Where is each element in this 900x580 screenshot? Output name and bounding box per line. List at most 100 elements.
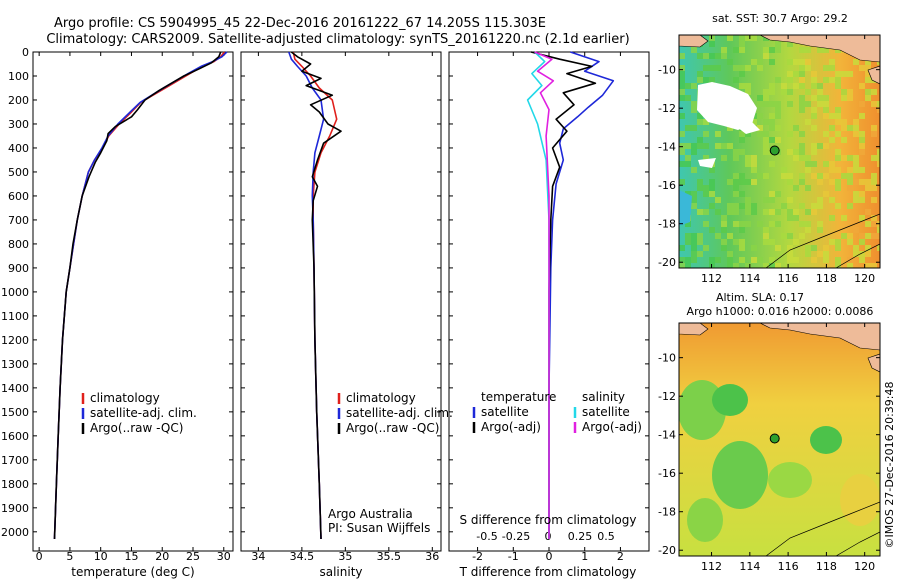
sst-cell: [697, 239, 703, 245]
salinity-axis-ticks: 34 34.5 35 35.5 36: [251, 52, 439, 563]
sst-cell: [847, 167, 853, 173]
legend-label: climatology: [90, 391, 160, 405]
sla-low-patch: [712, 441, 768, 509]
sst-cell: [769, 137, 775, 143]
sst-cell: [811, 83, 817, 89]
sst-cell: [787, 251, 793, 257]
sst-cell: [805, 119, 811, 125]
sst-cell: [751, 245, 757, 251]
sst-cell: [865, 71, 871, 77]
sst-cell: [787, 77, 793, 83]
sst-cell: [853, 245, 859, 251]
sst-cell: [691, 143, 697, 149]
sst-cell: [823, 95, 829, 101]
sst-cell: [859, 251, 865, 257]
sst-cell: [859, 131, 865, 137]
sst-cell: [769, 47, 775, 53]
t-difference-axis-ticks: -2 -1 0 1 2: [472, 52, 624, 563]
sst-cell: [793, 155, 799, 161]
sst-cell: [721, 239, 727, 245]
sst-cell: [793, 59, 799, 65]
sst-cell: [733, 221, 739, 227]
sst-cell: [751, 179, 757, 185]
sst-cell: [727, 143, 733, 149]
sst-cell: [805, 209, 811, 215]
sst-cell: [679, 257, 685, 263]
sst-cell: [793, 239, 799, 245]
sst-cell: [721, 221, 727, 227]
sst-cell: [847, 203, 853, 209]
sst-cell: [787, 257, 793, 263]
sst-cell: [853, 179, 859, 185]
sst-cell: [835, 167, 841, 173]
sst-cell: [841, 233, 847, 239]
sst-cell: [763, 197, 769, 203]
s-diff-tick-label: -0.5: [476, 530, 497, 543]
depth-tick-label: 100: [8, 70, 29, 83]
sst-cell: [763, 233, 769, 239]
land-mass: [759, 35, 880, 63]
sst-cell: [865, 233, 871, 239]
sst-cell: [829, 179, 835, 185]
sst-cell: [823, 113, 829, 119]
sst-cell: [775, 263, 781, 268]
salinity-lines: [288, 51, 342, 540]
sst-cell: [685, 239, 691, 245]
sst-cell: [859, 167, 865, 173]
sst-cell: [817, 203, 823, 209]
depth-tick-label: 1500: [1, 406, 29, 419]
legend-label: climatology: [346, 391, 416, 405]
lat-tick-label: -10: [658, 352, 676, 365]
lon-tick-label: 112: [701, 272, 722, 285]
lat-tick-label: -20: [658, 256, 676, 269]
sst-cell: [691, 47, 697, 53]
sst-cell: [811, 149, 817, 155]
sst-cell: [823, 257, 829, 263]
sst-cell: [763, 149, 769, 155]
sst-cell: [823, 245, 829, 251]
sst-cell: [781, 83, 787, 89]
sst-cell: [751, 257, 757, 263]
difference-depth-ticks: [449, 51, 649, 533]
sst-cell: [727, 263, 733, 268]
sst-cell: [715, 65, 721, 71]
sst-cell: [847, 155, 853, 161]
sst-cell: [835, 107, 841, 113]
sst-cell: [841, 119, 847, 125]
sst-cell: [745, 83, 751, 89]
sst-cell: [679, 77, 685, 83]
legend-label: satellite: [582, 405, 630, 419]
x-tick-label: 0: [546, 550, 553, 563]
sst-cell: [781, 203, 787, 209]
sst-cell: [787, 209, 793, 215]
legend-label: Argo(..raw -QC): [90, 421, 183, 435]
sst-cell: [685, 257, 691, 263]
lon-tick-label: 112: [701, 560, 722, 573]
sst-cell: [865, 185, 871, 191]
sst-cell: [691, 107, 697, 113]
sla-high-patch: [840, 474, 880, 526]
sst-cell: [811, 245, 817, 251]
lat-tick-label: -18: [658, 506, 676, 519]
sst-cell: [751, 155, 757, 161]
sst-cell: [853, 131, 859, 137]
sst-cell: [853, 125, 859, 131]
sst-cell: [799, 65, 805, 71]
sst-cell: [871, 215, 877, 221]
lat-tick-label: -16: [658, 179, 676, 192]
depth-tick-label: 800: [8, 238, 29, 251]
sst-cell: [817, 173, 823, 179]
sst-map: sat. SST: 30.7 Argo: 29.2 112 114 116 118 12…: [658, 12, 881, 285]
sst-cell: [745, 89, 751, 95]
lat-tick-label: -12: [658, 102, 676, 115]
sst-cell: [763, 263, 769, 268]
sst-cell: [745, 209, 751, 215]
x-tick-label: 10: [94, 550, 108, 563]
x-tick-label: 34.5: [290, 550, 315, 563]
sst-cell: [697, 77, 703, 83]
sst-cell: [847, 239, 853, 245]
sst-cell: [811, 209, 817, 215]
sla-map-ticks: 112 114 116 118 120 -10 -12 -14 -16 -18 -20: [658, 323, 880, 573]
sst-cell: [709, 227, 715, 233]
sst-cell: [757, 125, 763, 131]
